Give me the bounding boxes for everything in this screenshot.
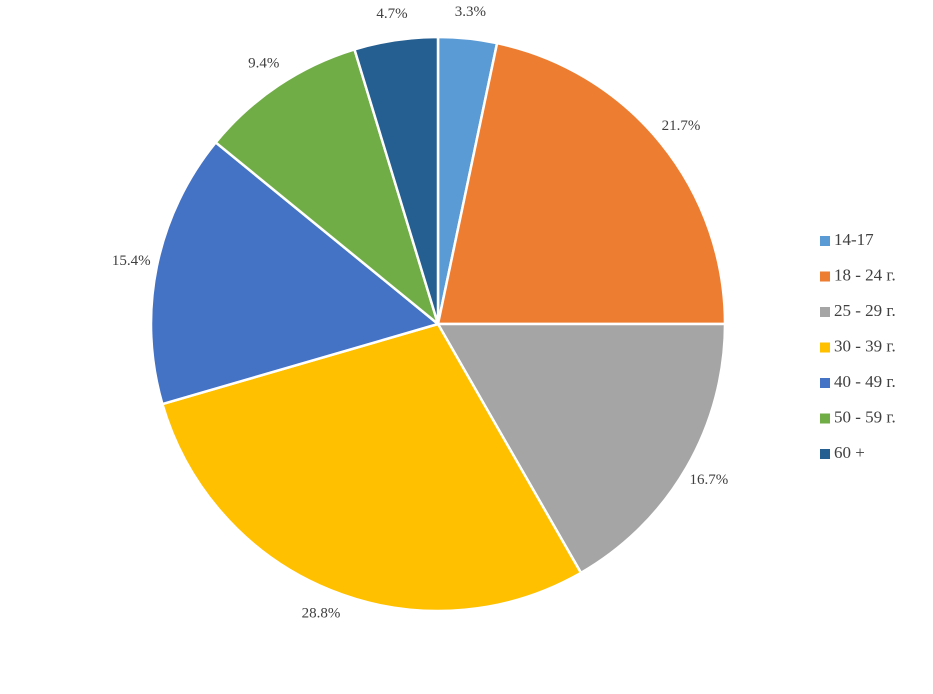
pie-slice	[436, 41, 727, 326]
legend-label: 60 +	[834, 443, 865, 462]
legend-label: 40 - 49 г.	[834, 372, 896, 391]
legend-label: 30 - 39 г.	[834, 336, 896, 355]
legend-label: 25 - 29 г.	[834, 301, 896, 320]
legend-swatch	[820, 378, 830, 388]
data-label: 9.4%	[248, 55, 279, 71]
legend-label: 50 - 59 г.	[834, 407, 896, 426]
legend-swatch	[820, 413, 830, 424]
pie-slice	[352, 35, 440, 325]
legend-swatch	[820, 307, 830, 317]
pie-slice	[435, 322, 727, 575]
data-label: 4.7%	[376, 6, 407, 22]
legend-swatch	[820, 236, 830, 246]
data-label: 21.7%	[662, 118, 701, 134]
pie-slice	[160, 322, 583, 613]
data-label: 15.4%	[112, 253, 151, 269]
data-label: 16.7%	[690, 472, 729, 488]
pie-slice	[213, 47, 441, 328]
legend-swatch	[820, 342, 830, 353]
data-label: 28.8%	[302, 606, 341, 622]
legend-label: 18 - 24 г.	[834, 265, 896, 284]
legend-swatch	[820, 449, 830, 459]
data-label: 3.3%	[455, 4, 486, 20]
pie-slice	[149, 140, 441, 406]
legend-label: 14-17	[834, 230, 874, 249]
legend-swatch	[820, 271, 830, 282]
